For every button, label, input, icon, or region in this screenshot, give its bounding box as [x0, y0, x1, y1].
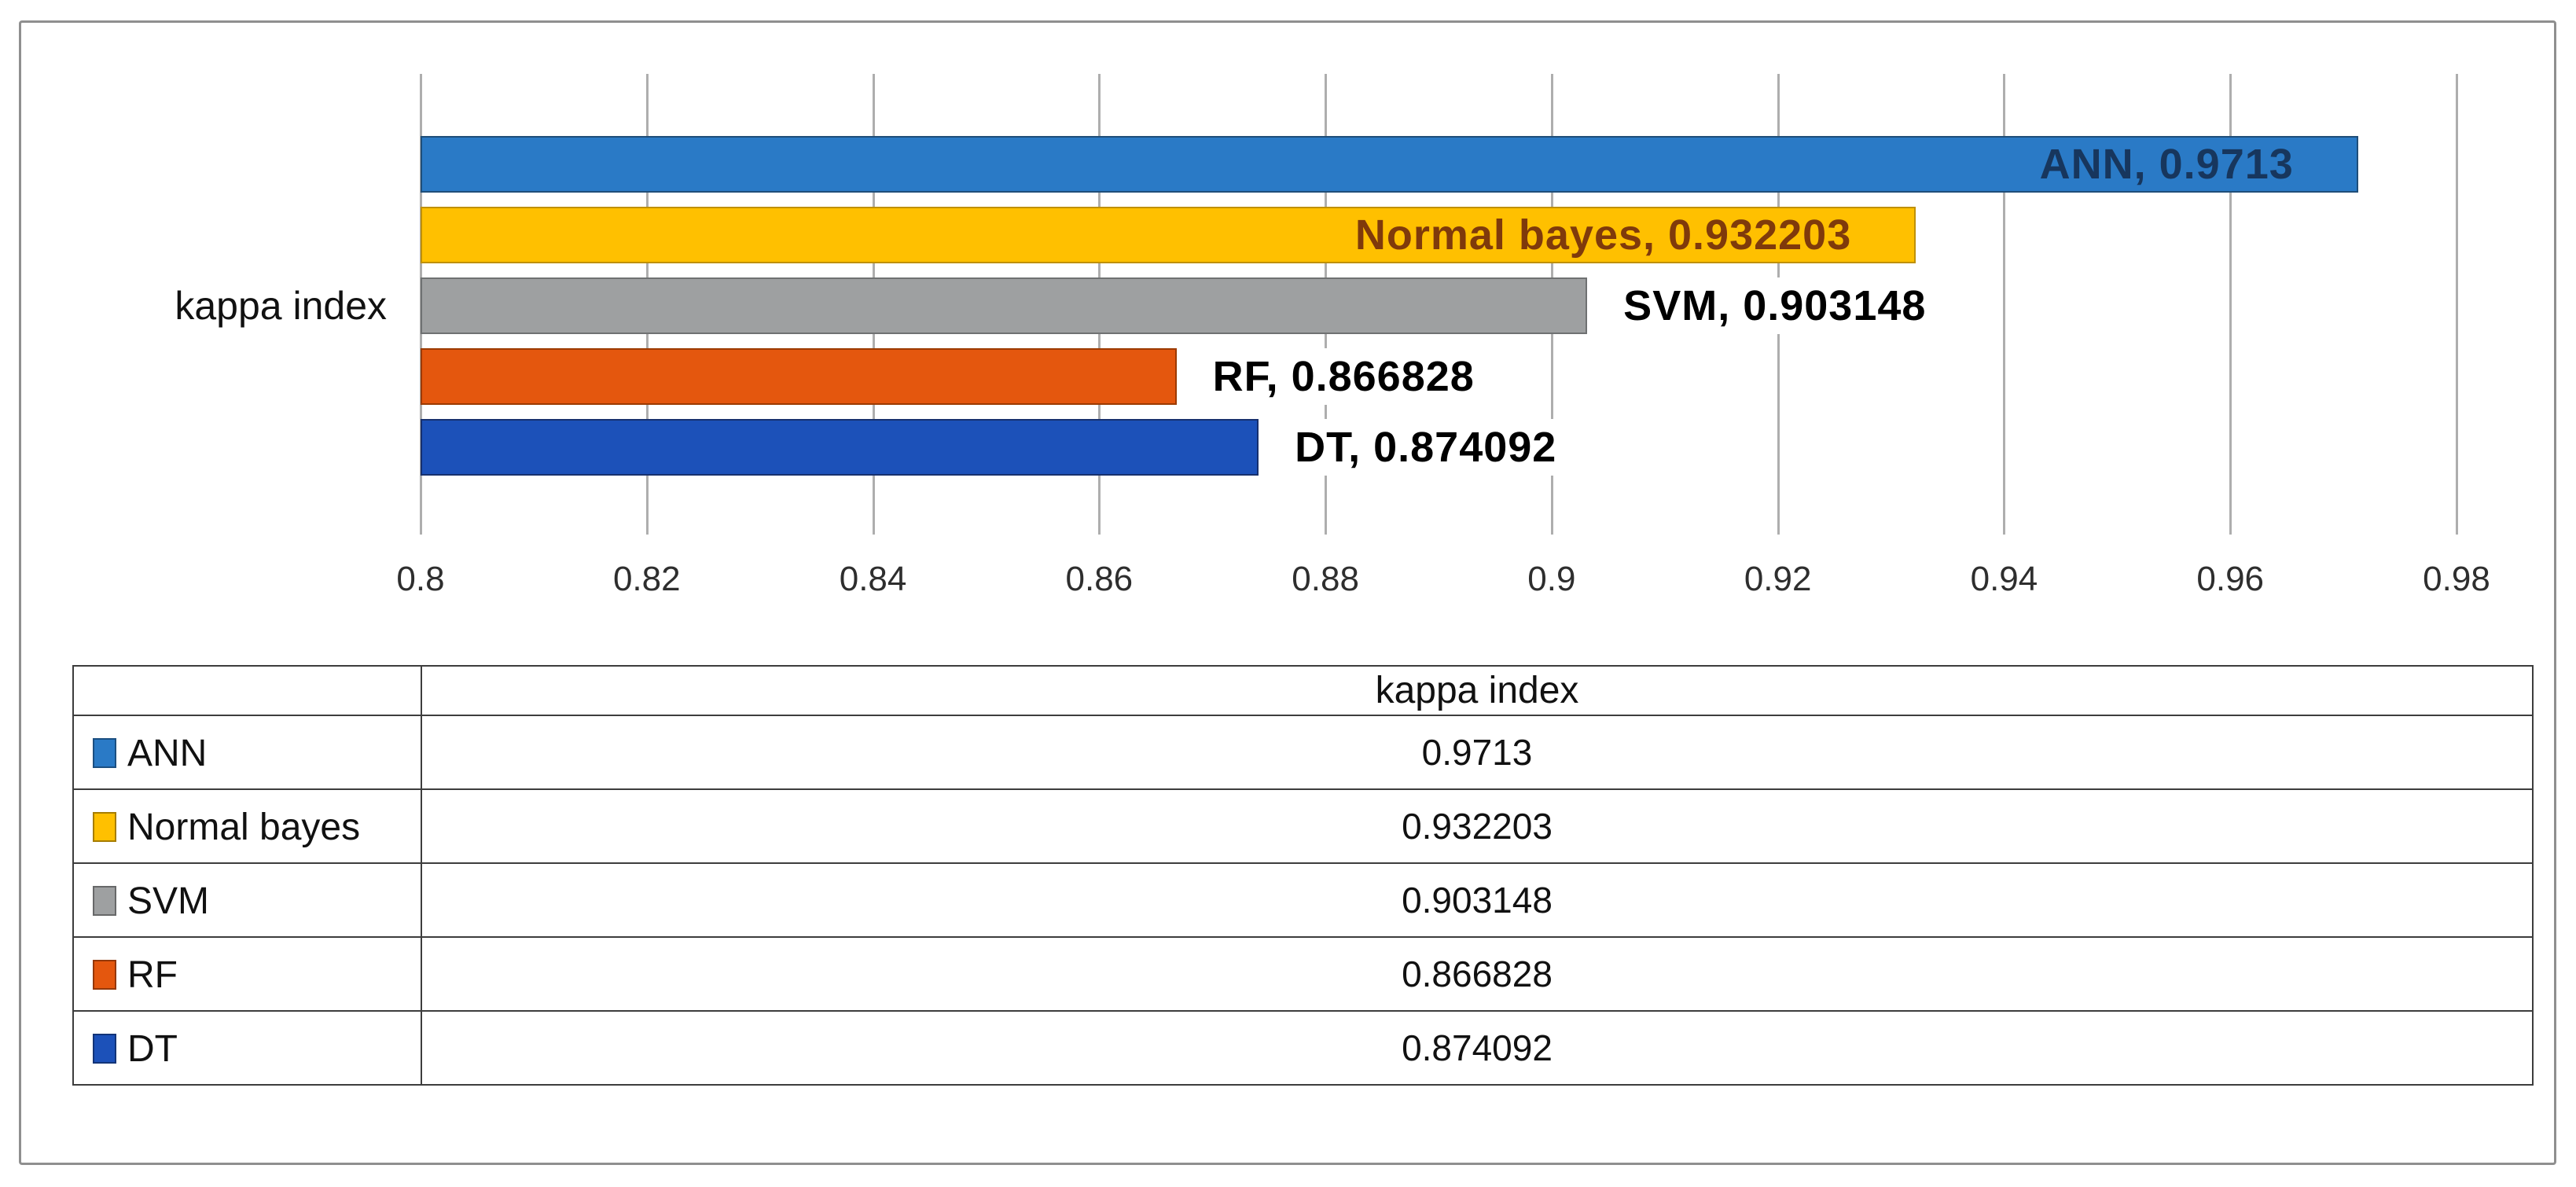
gridline-0.96 [2229, 74, 2232, 535]
legend-cell-normal-bayes: Normal bayes [72, 788, 422, 864]
legend-label-svm: SVM [127, 880, 210, 922]
table-row-rf: RF 0.866828 [72, 936, 2534, 1012]
table-header-row: kappa index [72, 665, 2534, 716]
legend-label-dt: DT [127, 1027, 178, 1070]
bar-svm [421, 277, 1588, 334]
gridline-0.94 [2003, 74, 2006, 535]
bar-label-rf: RF, 0.866828 [1201, 348, 1486, 405]
table-row-normal-bayes: Normal bayes 0.932203 [72, 788, 2534, 864]
bar-label-ann: ANN, 0.9713 [2039, 141, 2294, 188]
x-tick-label-0.98: 0.98 [2423, 560, 2490, 598]
legend-cell-rf: RF [72, 936, 422, 1012]
bar-label-dt: DT, 0.874092 [1284, 419, 1568, 476]
x-tick-label-0.94: 0.94 [1970, 560, 2038, 598]
bar-label-normal-bayes: Normal bayes, 0.932203 [1354, 211, 1852, 259]
x-tick-label-0.88: 0.88 [1292, 560, 1359, 598]
legend-cell-ann: ANN [72, 715, 422, 790]
value-cell-svm: 0.903148 [421, 862, 2534, 938]
bar-rf [421, 348, 1177, 405]
legend-swatch-svm [93, 886, 116, 917]
legend-swatch-dt [93, 1034, 116, 1064]
x-tick-label-0.82: 0.82 [612, 560, 681, 598]
legend-label-rf: RF [127, 954, 178, 996]
table-empty-corner-cell [72, 665, 422, 716]
table-header-cell: kappa index [421, 665, 2534, 716]
value-cell-dt: 0.874092 [421, 1010, 2534, 1086]
table-row-ann: ANN 0.9713 [72, 715, 2534, 790]
x-tick-label-0.86: 0.86 [1065, 560, 1134, 598]
bar-normal-bayes: Normal bayes, 0.932203 [421, 207, 1916, 263]
data-table: kappa index ANN 0.9713 Normal bayes 0.93220… [72, 665, 2534, 1086]
bar-dt [421, 419, 1259, 476]
legend-label-normal-bayes: Normal bayes [127, 806, 361, 848]
legend-label-ann: ANN [127, 732, 208, 774]
legend-cell-dt: DT [72, 1010, 422, 1086]
category-axis-label: kappa index [175, 284, 387, 328]
bar-label-svm: SVM, 0.903148 [1612, 277, 1938, 334]
value-cell-normal-bayes: 0.932203 [421, 788, 2534, 864]
x-tick-label-0.96: 0.96 [2196, 560, 2265, 598]
value-cell-ann: 0.9713 [421, 715, 2534, 790]
value-cell-rf: 0.866828 [421, 936, 2534, 1012]
gridline-0.98 [2456, 74, 2458, 535]
legend-swatch-rf [93, 960, 116, 990]
table-row-dt: DT 0.874092 [72, 1010, 2534, 1086]
bar-ann: ANN, 0.9713 [421, 136, 2358, 193]
x-tick-label-0.92: 0.92 [1744, 560, 1812, 598]
legend-swatch-normal-bayes [93, 812, 116, 843]
legend-swatch-ann [93, 738, 116, 769]
x-tick-label-0.9: 0.9 [1527, 560, 1576, 598]
x-tick-label-0.8: 0.8 [396, 560, 445, 598]
legend-cell-svm: SVM [72, 862, 422, 938]
x-tick-label-0.84: 0.84 [839, 560, 907, 598]
table-row-svm: SVM 0.903148 [72, 862, 2534, 938]
